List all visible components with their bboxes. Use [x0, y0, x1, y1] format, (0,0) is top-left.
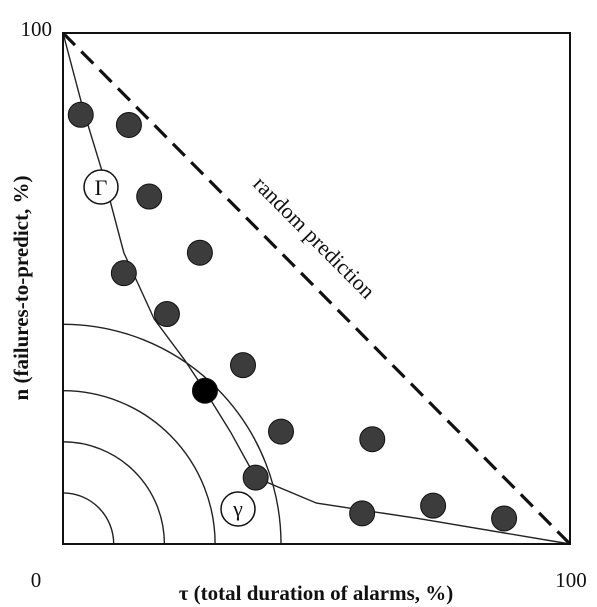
x-axis-title: τ (total duration of alarms, %): [179, 581, 454, 605]
data-point-7: [230, 353, 255, 378]
x-tick-label-100: 100: [555, 568, 587, 592]
random-prediction-dashed-line: [63, 33, 570, 544]
data-point-6: [154, 302, 179, 327]
data-point-12: [421, 493, 446, 518]
data-point-8: [269, 419, 294, 444]
data-point-5: [111, 261, 136, 286]
random-prediction-line: [63, 33, 570, 544]
x-tick-label-0: 0: [31, 568, 42, 592]
data-point-3: [137, 184, 162, 209]
level-curve-2: [63, 442, 164, 544]
data-point-2: [116, 112, 141, 137]
y-axis-title: n (failures-to-predict, %): [9, 176, 33, 401]
gamma-lower-label: γ: [221, 492, 255, 526]
data-point-10: [243, 465, 268, 490]
gamma-upper-label: Γ: [84, 170, 118, 204]
level-curve-3: [63, 391, 215, 544]
data-point-1: [68, 102, 93, 127]
data-point-4: [187, 240, 212, 265]
data-point-optimal: [192, 378, 217, 403]
level-curve-1: [63, 493, 114, 544]
data-point-13: [492, 506, 517, 531]
y-tick-label-100: 100: [21, 17, 53, 41]
gamma-lower-label-text: γ: [232, 496, 243, 521]
random-prediction-annotation: random prediction: [248, 171, 380, 303]
gamma-upper-label-text: Γ: [95, 175, 108, 200]
data-point-11: [350, 501, 375, 526]
data-point-9: [360, 427, 385, 452]
data-points: [68, 102, 516, 531]
